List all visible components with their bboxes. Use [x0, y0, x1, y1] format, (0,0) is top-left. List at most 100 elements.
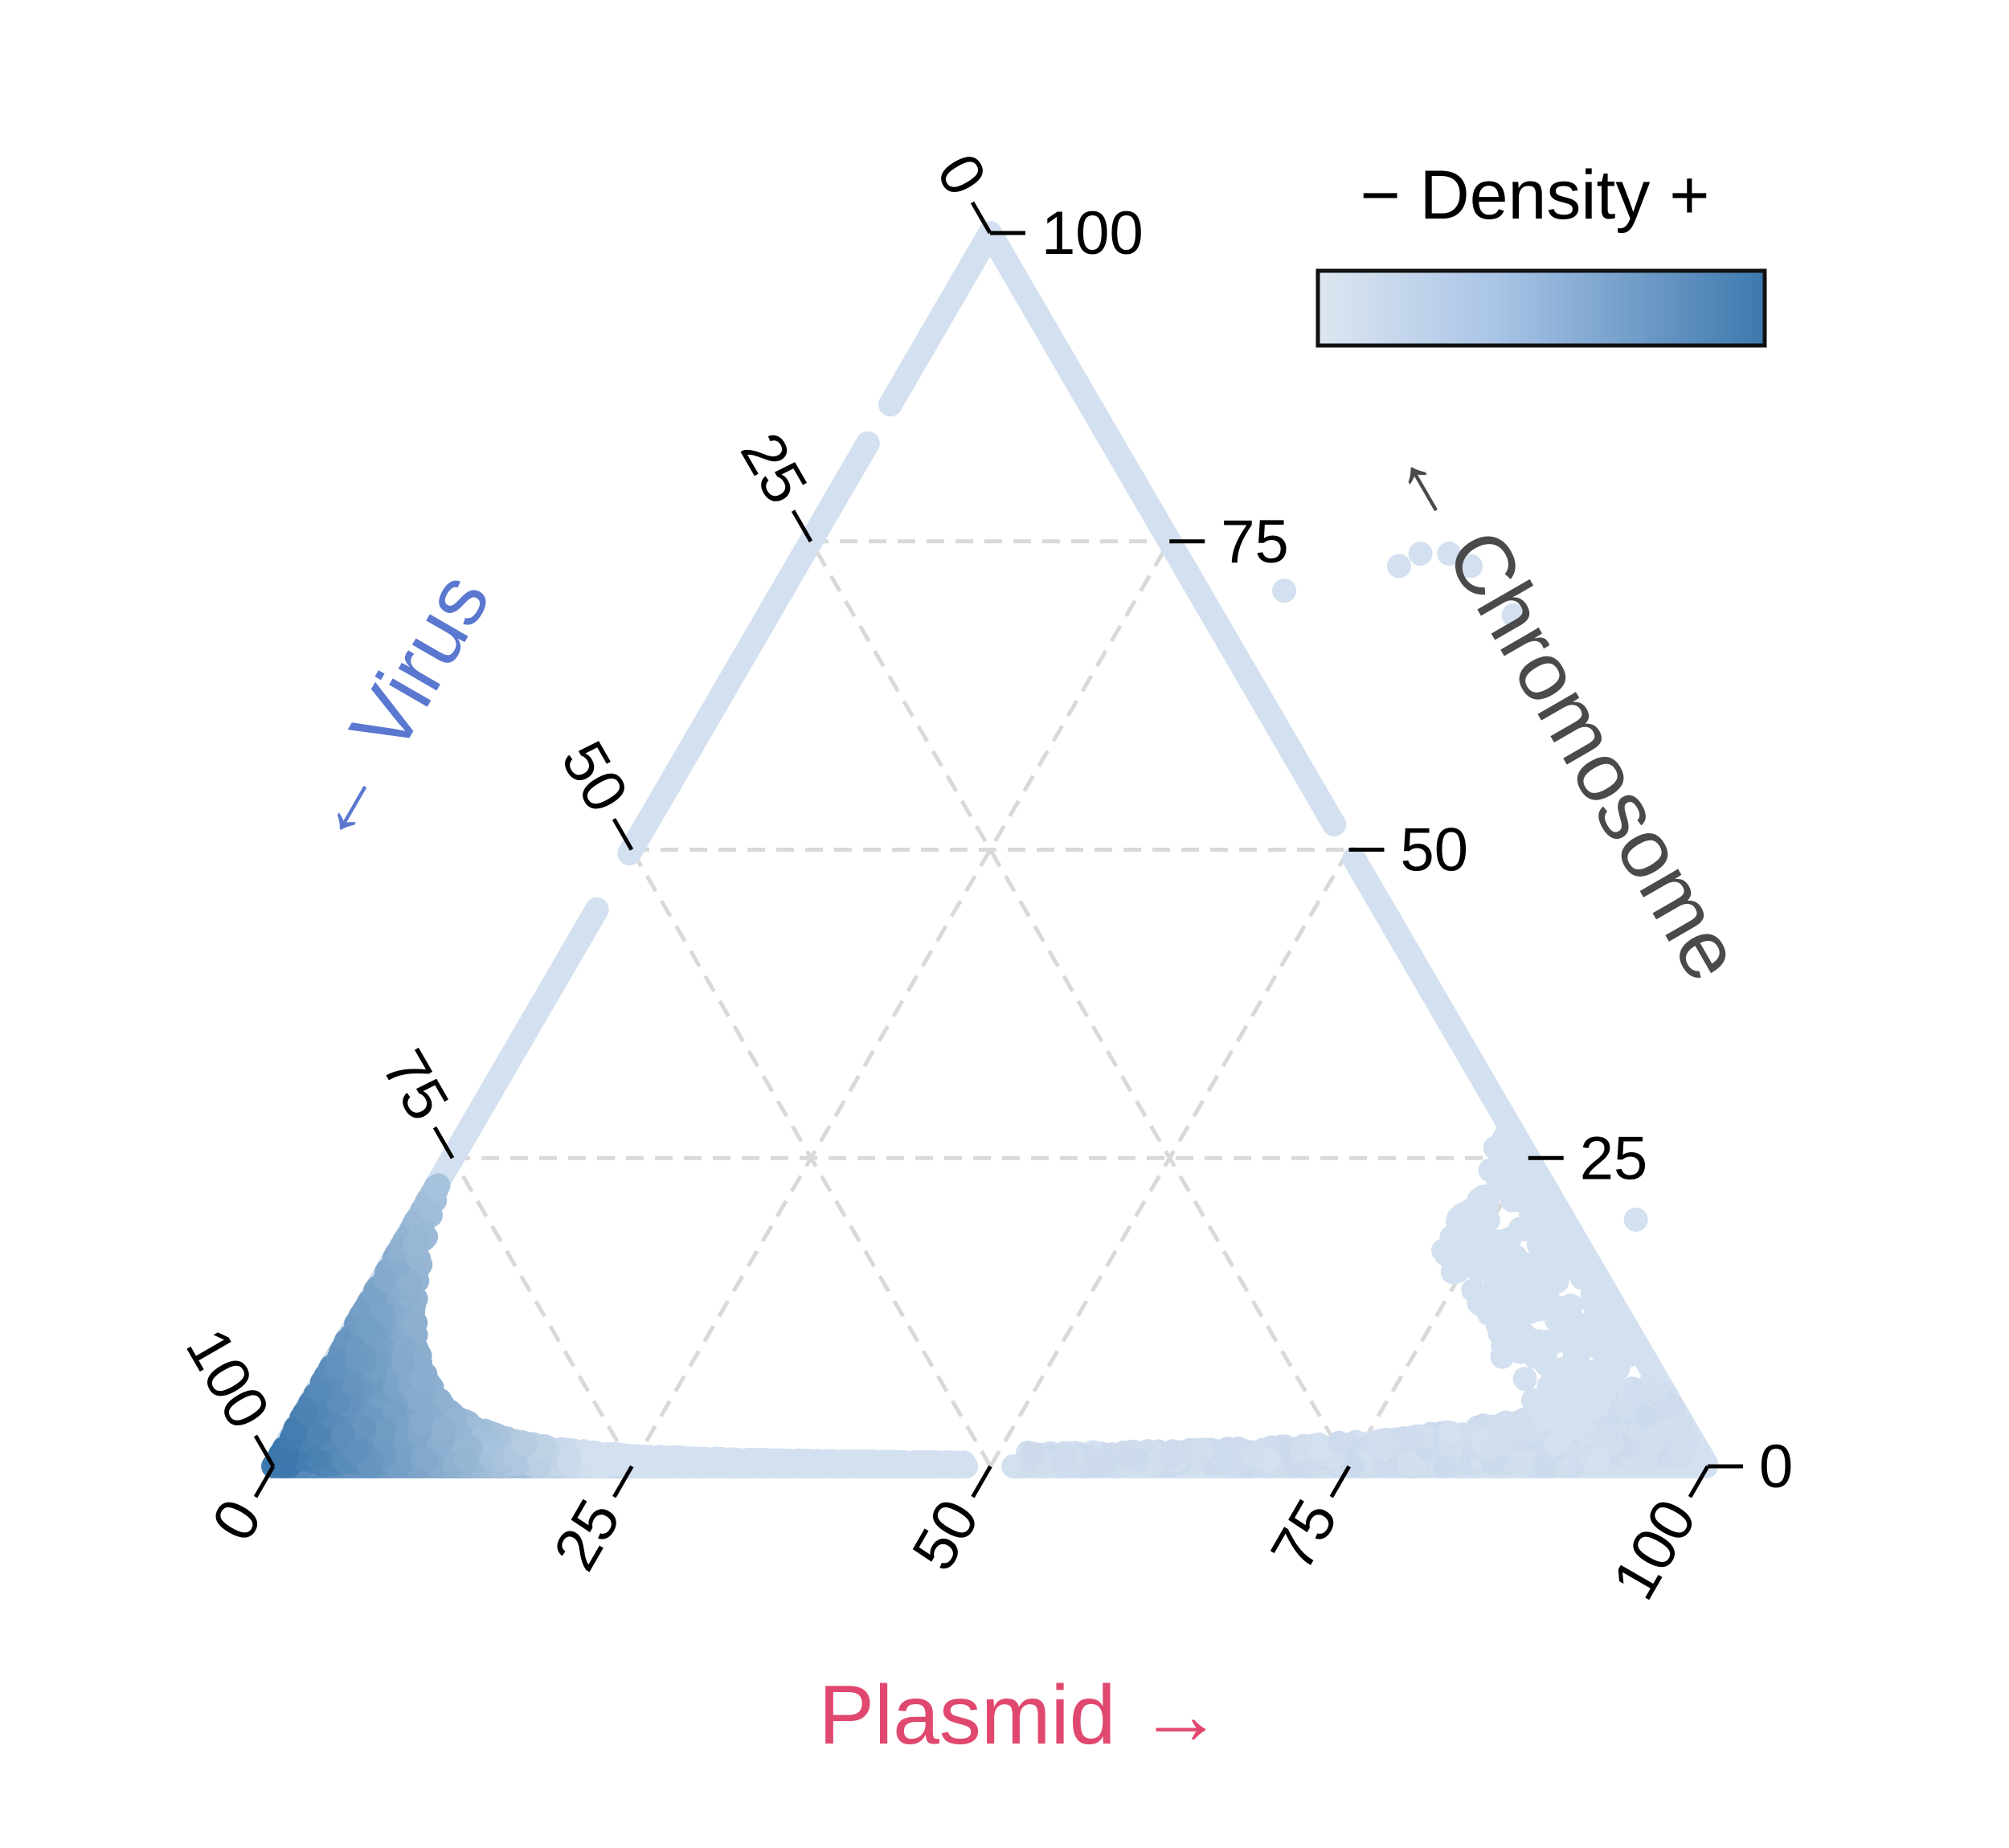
grid-lines	[450, 539, 1530, 1468]
data-point	[584, 897, 609, 922]
data-point	[1052, 1444, 1077, 1469]
tick-mark	[971, 1465, 992, 1498]
density-legend: − Density +	[1315, 157, 1767, 348]
data-point	[1669, 1440, 1694, 1465]
data-point	[1513, 1296, 1538, 1321]
data-point	[391, 1351, 415, 1376]
data-point	[1386, 554, 1411, 579]
tick-mark	[970, 201, 992, 235]
data-point	[938, 1452, 962, 1477]
tick-label-chromosome: 75	[1221, 508, 1289, 576]
data-point	[1471, 1220, 1495, 1245]
axis-title-chromosome: ← Chromosome	[1375, 423, 1760, 996]
data-point	[406, 1229, 431, 1254]
data-point	[1408, 542, 1433, 566]
data-point	[1459, 554, 1483, 579]
data-point	[1476, 1437, 1501, 1462]
grid-line	[630, 540, 1172, 1468]
data-point	[345, 1439, 370, 1464]
data-point	[1307, 1437, 1332, 1462]
data-point	[557, 1449, 582, 1474]
data-point	[453, 1447, 478, 1472]
data-point	[1634, 1447, 1659, 1472]
data-point	[1438, 1421, 1463, 1445]
tick-label-plasmid: 25	[541, 1488, 634, 1581]
data-point	[1437, 542, 1462, 566]
data-point	[1578, 1375, 1602, 1400]
data-point	[1561, 1364, 1586, 1389]
data-point	[531, 1437, 556, 1461]
data-point	[1523, 1344, 1548, 1369]
data-point	[398, 1272, 423, 1297]
tick-mark	[612, 1465, 634, 1498]
data-point	[887, 1453, 912, 1478]
tick-mark	[253, 1465, 276, 1498]
tick-mark	[1329, 1465, 1351, 1498]
data-point	[851, 1450, 876, 1475]
data-point	[1327, 1430, 1352, 1455]
data-point	[1596, 1310, 1621, 1335]
tick-label-chromosome: 50	[1401, 816, 1469, 885]
data-point	[1242, 1445, 1266, 1470]
grid-line	[1347, 1156, 1530, 1468]
data-point	[1616, 1343, 1641, 1368]
tick-mark	[1688, 1465, 1710, 1498]
tick-label-virus: 100	[173, 1318, 283, 1440]
grid-line	[808, 540, 1351, 1468]
data-point	[1564, 1392, 1589, 1417]
data-point	[344, 1348, 369, 1373]
data-point	[1115, 1445, 1140, 1469]
data-point	[1289, 1437, 1314, 1462]
data-point	[617, 1447, 642, 1472]
data-point	[411, 1368, 436, 1393]
data-point	[1586, 1446, 1610, 1471]
data-point	[976, 223, 1000, 248]
data-point	[855, 431, 880, 456]
data-point	[1086, 1451, 1111, 1476]
data-point	[510, 1432, 535, 1457]
data-point	[355, 1314, 379, 1339]
data-point	[1577, 1311, 1602, 1336]
data-point	[352, 1416, 377, 1441]
legend-title: − Density +	[1360, 157, 1710, 234]
data-point	[1512, 1367, 1537, 1392]
data-point	[1512, 1450, 1536, 1475]
data-point	[1020, 1441, 1045, 1466]
data-point	[424, 1177, 449, 1202]
data-point	[330, 1421, 355, 1446]
axis-title-virus: ← Virus	[279, 558, 507, 861]
data-point	[372, 1417, 397, 1441]
data-point	[1581, 1333, 1606, 1358]
data-point	[418, 1196, 442, 1221]
tick-label-plasmid: 100	[1599, 1488, 1709, 1610]
data-point	[1545, 1224, 1570, 1249]
data-point	[413, 1447, 438, 1472]
data-point	[1582, 1280, 1607, 1304]
tick-label-virus: 50	[548, 730, 641, 824]
data-point	[1398, 1425, 1423, 1450]
data-point	[1545, 1269, 1569, 1294]
tick-label-virus: 0	[923, 143, 1000, 206]
grid-line	[629, 848, 992, 1468]
data-point	[1531, 1408, 1556, 1433]
data-point	[1664, 1418, 1689, 1443]
tick-label-plasmid: 0	[199, 1488, 276, 1552]
data-point	[1502, 1263, 1527, 1288]
data-point	[1322, 812, 1347, 836]
tick-label-chromosome: 0	[1759, 1433, 1793, 1501]
tick-mark	[253, 1434, 276, 1468]
data-point	[1502, 1162, 1527, 1187]
data-point	[1561, 1331, 1586, 1355]
tick-mark	[432, 1126, 455, 1159]
tick-label-plasmid: 75	[1258, 1488, 1351, 1581]
data-point	[306, 1423, 331, 1448]
data-point	[825, 1451, 850, 1476]
tick-mark	[791, 509, 813, 543]
data-point	[373, 1267, 398, 1291]
data-point	[1469, 1194, 1494, 1219]
data-point	[1500, 1188, 1524, 1212]
data-point	[711, 1449, 736, 1474]
data-point	[694, 1449, 718, 1473]
data-point	[1558, 1294, 1583, 1318]
